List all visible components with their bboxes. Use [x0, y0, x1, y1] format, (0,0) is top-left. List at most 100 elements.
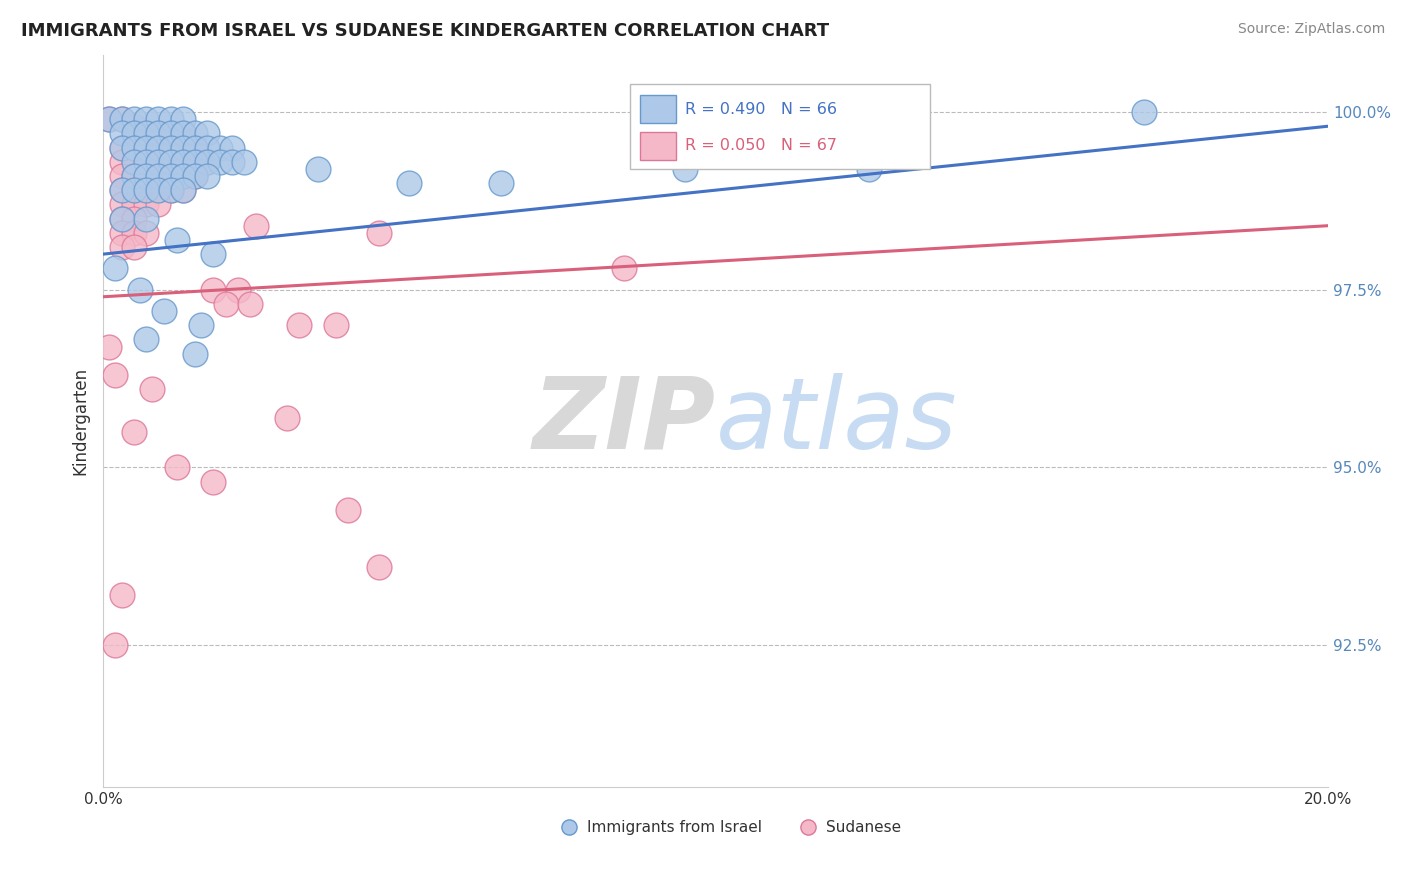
Text: Immigrants from Israel: Immigrants from Israel [588, 820, 762, 835]
Point [148, 154, 170, 169]
Point [159, 183, 181, 197]
Point [172, 126, 194, 140]
Point [110, 140, 132, 154]
Point [110, 169, 132, 183]
Point [104, 638, 127, 652]
Point [148, 140, 170, 154]
Text: R = 0.490   N = 66: R = 0.490 N = 66 [685, 102, 837, 117]
Point [159, 183, 181, 197]
Point [491, 176, 513, 190]
Point [122, 169, 145, 183]
Point [307, 161, 329, 176]
Point [325, 318, 347, 333]
Point [398, 176, 420, 190]
Point [184, 169, 207, 183]
Point [135, 226, 157, 240]
Text: ZIP: ZIP [533, 373, 716, 469]
Point [135, 183, 157, 197]
Point [172, 169, 194, 183]
Point [184, 140, 207, 154]
Point [195, 140, 218, 154]
Point [214, 297, 236, 311]
Point [159, 140, 181, 154]
Point [172, 169, 194, 183]
Point [172, 112, 194, 127]
Point [135, 169, 157, 183]
Point [159, 169, 181, 183]
Y-axis label: Kindergarten: Kindergarten [72, 368, 89, 475]
Point [148, 183, 170, 197]
Point [122, 425, 145, 439]
Point [122, 197, 145, 211]
Point [195, 154, 218, 169]
Point [172, 154, 194, 169]
Point [184, 169, 207, 183]
Point [202, 283, 225, 297]
Point [673, 161, 696, 176]
Point [226, 283, 249, 297]
Point [135, 126, 157, 140]
Point [104, 368, 127, 382]
Point [122, 119, 145, 133]
Point [110, 211, 132, 226]
Point [135, 332, 157, 346]
Point [202, 247, 225, 261]
Point [110, 140, 132, 154]
Point [172, 183, 194, 197]
Point [159, 154, 181, 169]
Point [159, 154, 181, 169]
Point [159, 140, 181, 154]
Point [110, 226, 132, 240]
Point [148, 169, 170, 183]
Text: R = 0.050   N = 67: R = 0.050 N = 67 [685, 138, 837, 153]
Bar [640, 132, 676, 160]
Point [159, 112, 181, 127]
Point [337, 503, 360, 517]
Point [135, 112, 157, 127]
Point [208, 154, 231, 169]
Point [184, 126, 207, 140]
Bar [640, 95, 676, 123]
Point [239, 297, 262, 311]
Point [148, 126, 170, 140]
Point [184, 154, 207, 169]
Point [166, 460, 188, 475]
Point [135, 211, 157, 226]
Point [148, 197, 170, 211]
Point [221, 140, 243, 154]
Point [276, 410, 298, 425]
Text: Source: ZipAtlas.com: Source: ZipAtlas.com [1237, 22, 1385, 37]
Point [122, 183, 145, 197]
Point [148, 126, 170, 140]
Point [122, 140, 145, 154]
Point [122, 226, 145, 240]
Point [208, 140, 231, 154]
Point [367, 559, 389, 574]
Point [122, 112, 145, 127]
Point [141, 382, 163, 396]
Point [128, 283, 150, 297]
Point [110, 197, 132, 211]
Point [110, 183, 132, 197]
Point [98, 112, 121, 127]
Point [122, 183, 145, 197]
Point [135, 169, 157, 183]
Point [148, 183, 170, 197]
Point [166, 233, 188, 247]
Point [135, 183, 157, 197]
FancyBboxPatch shape [630, 85, 929, 169]
Point [190, 318, 212, 333]
Point [135, 126, 157, 140]
Point [184, 154, 207, 169]
Point [110, 112, 132, 127]
Point [135, 154, 157, 169]
Point [110, 112, 132, 127]
Point [122, 140, 145, 154]
Point [1133, 105, 1156, 120]
Point [172, 140, 194, 154]
Point [98, 112, 121, 127]
Point [172, 126, 194, 140]
Point [184, 140, 207, 154]
Point [195, 169, 218, 183]
Point [122, 169, 145, 183]
